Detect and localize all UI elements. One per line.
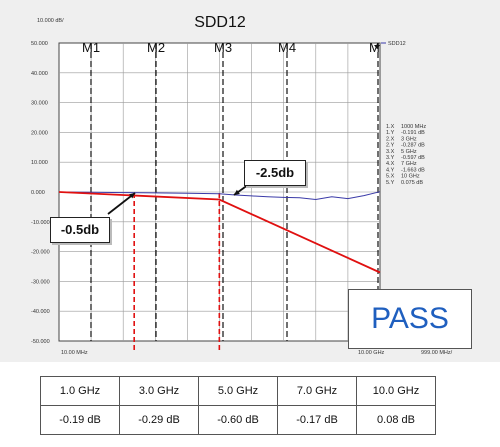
marker-readout-value: -0.597 dB (401, 155, 425, 161)
y-tick-label: 10.000 (31, 160, 48, 166)
value-cell: -0.19 dB (40, 405, 120, 435)
callout-label-high: -2.5db (244, 160, 306, 186)
freq-cell: 7.0 GHz (277, 376, 357, 406)
y-tick-label: 40.000 (31, 71, 48, 77)
marker-readout-key: 3.X (386, 149, 395, 155)
marker-readout-value: -0.287 dB (401, 143, 425, 149)
x-start-label: 10.00 MHz (61, 350, 88, 356)
marker-readout-key: 3.Y (386, 155, 395, 161)
chart-title: SDD12 (194, 14, 246, 31)
marker-label: M3 (214, 40, 232, 55)
y-scale-label: 10.000 dB/ (37, 18, 64, 24)
legend-label: SDD12 (388, 41, 406, 47)
marker-readout-value: 1000 MHz (401, 124, 426, 130)
table-row-values: -0.19 dB -0.29 dB -0.60 dB -0.17 dB 0.08… (40, 405, 436, 435)
freq-cell: 5.0 GHz (198, 376, 278, 406)
marker-label: M (369, 40, 380, 55)
marker-readout-key: 2.Y (386, 143, 395, 149)
marker-triangle (374, 45, 380, 49)
freq-cell: 10.0 GHz (356, 376, 436, 406)
y-tick-label: 30.000 (31, 101, 48, 107)
sdd12-chart: 10.000 dB/50.000 40.000 30.000 20.000 10.000… (31, 14, 453, 356)
value-cell: 0.08 dB (356, 405, 436, 435)
y-tick-label: -10.000 (31, 220, 50, 226)
x-end-label: 10.00 GHz (358, 350, 385, 356)
marker-readout-key: 1.Y (386, 130, 395, 136)
marker-readout-value: -0.191 dB (401, 130, 425, 136)
y-tick-label: 0.000 (31, 190, 45, 196)
marker-readout-key: 4.Y (386, 167, 395, 173)
marker-readout-key: 5.X (386, 174, 395, 180)
callout-arrow-high-head (234, 189, 240, 195)
table-row-frequencies: 1.0 GHz 3.0 GHz 5.0 GHz 7.0 GHz 10.0 GHz (40, 376, 436, 406)
callout-label-low: -0.5db (50, 217, 110, 243)
value-cell: -0.17 dB (277, 405, 357, 435)
callout-arrow-low (107, 192, 136, 215)
y-tick-label: -40.000 (31, 309, 50, 315)
marker-label: M2 (147, 40, 165, 55)
marker-readout-key: 1.X (386, 124, 395, 130)
y-tick-label: 50.000 (31, 41, 48, 47)
y-tick-label: -20.000 (31, 250, 50, 256)
marker-readout-value: 3 GHz (401, 136, 417, 142)
marker-readout-value: -1.663 dB (401, 167, 425, 173)
value-cell: -0.60 dB (198, 405, 278, 435)
y-tick-label: -30.000 (31, 279, 50, 285)
marker-readout-value: 5 GHz (401, 149, 417, 155)
x-extra-label: 999.00 MHz/ (421, 350, 453, 356)
value-cell: -0.29 dB (119, 405, 199, 435)
limit-line (58, 191, 381, 274)
marker-readout-key: 4.X (386, 161, 395, 167)
freq-cell: 3.0 GHz (119, 376, 199, 406)
chart-panel: 10.000 dB/50.000 40.000 30.000 20.000 10.000… (0, 0, 500, 362)
marker-readout-key: 2.X (386, 136, 395, 142)
marker-readout-key: 5.Y (386, 180, 395, 186)
marker-readout-value: 10 GHz (401, 174, 420, 180)
summary-table: 1.0 GHz 3.0 GHz 5.0 GHz 7.0 GHz 10.0 GHz… (40, 376, 436, 435)
measured-line (58, 191, 381, 201)
marker-readout-value: 0.075 dB (401, 180, 423, 186)
pass-status-badge: PASS (348, 289, 472, 349)
callout-arrow-low-head (129, 193, 135, 199)
y-tick-label: -50.000 (31, 339, 50, 345)
marker-readout-value: 7 GHz (401, 161, 417, 167)
y-tick-label: 20.000 (31, 130, 48, 136)
marker-label: M4 (278, 40, 296, 55)
marker-label: M1 (82, 40, 100, 55)
freq-cell: 1.0 GHz (40, 376, 120, 406)
